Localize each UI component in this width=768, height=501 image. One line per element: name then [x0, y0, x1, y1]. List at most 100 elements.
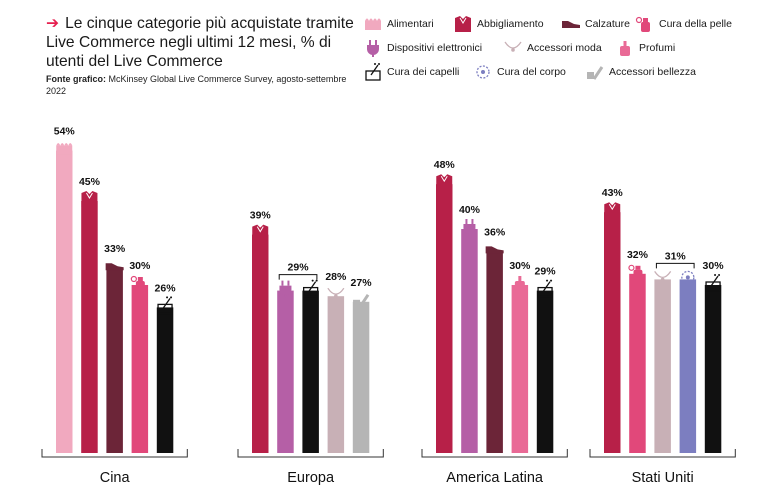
source-text: McKinsey Global Live Commerce Survey, ag… — [46, 74, 347, 96]
legend-label: Alimentari — [387, 18, 434, 30]
bar — [511, 285, 529, 453]
chart-title-text: Le cinque categorie più acquistate trami… — [46, 15, 354, 70]
bar — [106, 268, 123, 453]
shirt-icon — [604, 202, 621, 219]
hair-icon — [365, 63, 381, 81]
legend-item-calzature: Calzature — [560, 14, 630, 34]
data-label: 45% — [79, 176, 101, 188]
necklace-icon — [654, 271, 672, 282]
makeup-icon — [587, 66, 604, 80]
bar — [81, 201, 98, 453]
plug-icon — [367, 40, 379, 57]
shoe-icon — [562, 21, 580, 28]
data-label: 30% — [129, 260, 151, 272]
legend-label: Profumi — [639, 42, 676, 54]
bodycare-icon — [476, 65, 490, 79]
group-axis — [589, 449, 736, 458]
legend-item-accessori-bellezza: Accessori bellezza — [584, 62, 696, 82]
bodycare-icon — [681, 270, 695, 285]
chart-title: ➔ Le cinque categorie più acquistate tram… — [46, 14, 356, 71]
bar — [352, 301, 370, 453]
bar — [654, 279, 671, 453]
food-icon — [365, 18, 381, 30]
group-label: Europa — [287, 470, 335, 486]
necklace-icon — [504, 41, 522, 52]
bar — [131, 285, 149, 453]
shirt-icon — [455, 16, 471, 32]
arrow-icon: ➔ — [46, 15, 60, 32]
plug-icon — [463, 219, 476, 236]
data-label: 43% — [602, 187, 624, 199]
source-label: Fonte grafico: — [46, 74, 106, 84]
group-label: Cina — [100, 470, 131, 486]
legend-item-accessori-moda: Accessori moda — [502, 38, 602, 58]
data-label: 29% — [535, 266, 557, 278]
hair-icon — [302, 279, 319, 298]
data-label: 48% — [434, 159, 456, 171]
shirt-icon — [81, 191, 98, 207]
legend: Alimentari Abbigliamento Calzature Cura del… — [362, 14, 766, 104]
bar — [156, 307, 174, 453]
hair-icon — [705, 274, 721, 292]
data-label: 30% — [703, 260, 725, 272]
group-label: Stati Uniti — [632, 470, 694, 486]
shoe-icon — [105, 263, 124, 271]
perfume-icon — [514, 276, 525, 291]
source-note: Fonte grafico: McKinsey Global Live Comm… — [46, 74, 356, 97]
bracket — [655, 262, 695, 269]
shoe-icon — [485, 246, 504, 254]
group-label: America Latina — [446, 470, 544, 486]
data-label: 54% — [54, 126, 76, 138]
data-label: 29% — [288, 262, 310, 274]
food-icon — [56, 143, 73, 155]
shirt-icon — [436, 174, 453, 191]
legend-item-cura-dei-capelli: Cura dei capelli — [362, 62, 459, 82]
data-label: 31% — [665, 250, 687, 262]
bar — [327, 296, 345, 453]
data-label: 39% — [250, 210, 272, 222]
group-axis — [41, 449, 188, 458]
bar — [536, 290, 554, 453]
bar-group: 43% 32% 30% 31% Stati Uniti — [589, 187, 736, 486]
bar-group: 54% 45% 33%30% 26% Cina — [41, 126, 188, 486]
shirt-icon — [252, 224, 269, 241]
data-label: 40% — [459, 204, 481, 216]
bar — [704, 285, 722, 453]
bar — [302, 290, 319, 453]
legend-label: Dispositivi elettronici — [387, 42, 483, 54]
bar-group: 48% 40%36% 30% 29% America Latina — [421, 159, 568, 486]
data-label: 26% — [155, 282, 177, 294]
hair-icon — [157, 296, 173, 315]
bar — [604, 212, 621, 453]
legend-item-abbigliamento: Abbigliamento — [452, 14, 544, 34]
bar — [436, 184, 453, 453]
legend-label: Abbigliamento — [477, 18, 544, 30]
bar — [277, 290, 294, 453]
bar — [679, 279, 697, 453]
group-axis — [421, 449, 568, 458]
bar-group: 39% 28% 27% 29% Europa — [237, 210, 384, 486]
skincare-icon — [130, 275, 145, 291]
bar — [486, 251, 503, 453]
legend-label: Accessori moda — [527, 42, 602, 54]
bracket — [278, 274, 318, 280]
data-label: 36% — [484, 226, 506, 238]
data-label: 32% — [627, 249, 649, 261]
makeup-icon — [353, 293, 370, 308]
skincare-icon — [635, 16, 650, 32]
legend-item-cura-della-pelle: Cura della pelle — [634, 14, 732, 34]
legend-item-profumi: Profumi — [614, 38, 675, 58]
legend-item-dispositivi-elettronici: Dispositivi elettronici — [362, 38, 482, 58]
title-block: ➔ Le cinque categorie più acquistate tram… — [46, 14, 356, 97]
legend-item-alimentari: Alimentari — [362, 14, 434, 34]
bar — [56, 150, 73, 453]
legend-label: Calzature — [585, 18, 630, 30]
legend-label: Cura della pelle — [659, 18, 732, 30]
bar — [252, 234, 269, 453]
legend-label: Cura dei capelli — [387, 66, 460, 78]
bar — [461, 229, 478, 453]
legend-item-cura-del-corpo: Cura del corpo — [472, 62, 566, 82]
bar — [629, 273, 646, 453]
perfume-icon — [620, 41, 630, 56]
data-label: 27% — [351, 277, 373, 289]
